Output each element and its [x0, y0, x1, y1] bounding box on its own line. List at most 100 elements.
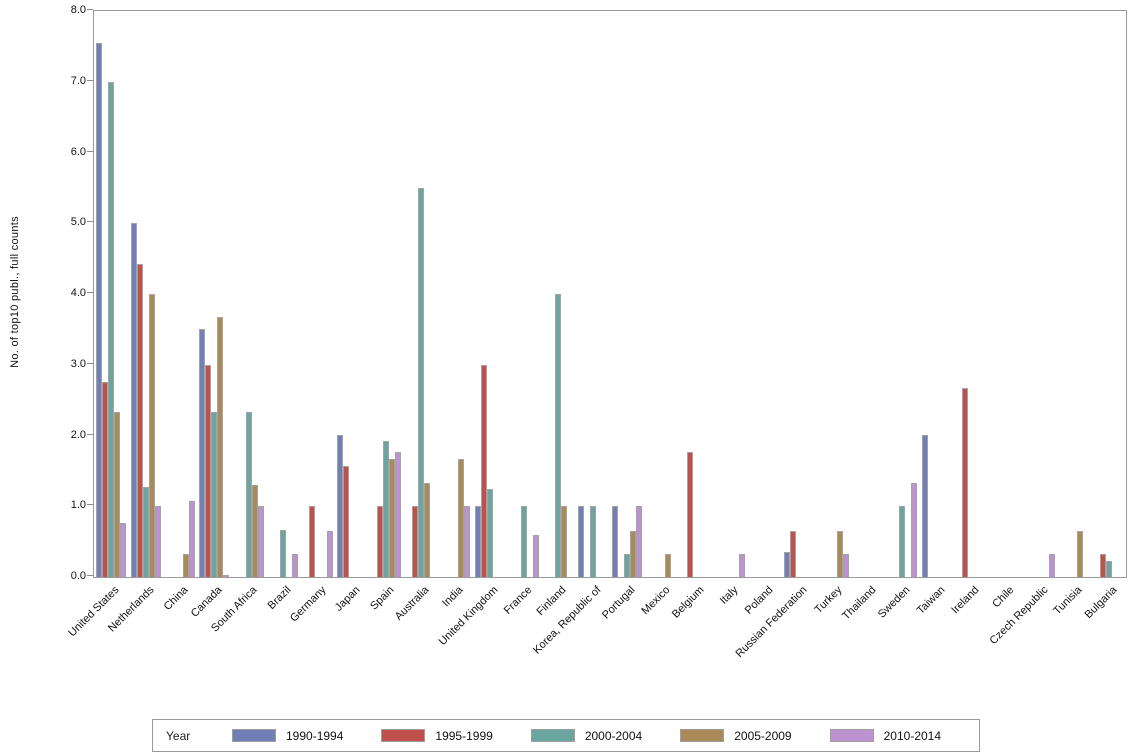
- bar: [395, 452, 402, 577]
- y-axis-tick-label: 7.0: [70, 74, 86, 87]
- bar: [183, 554, 189, 577]
- y-axis-tick-label: 3.0: [70, 357, 86, 370]
- y-axis-tick-label: 8.0: [70, 4, 86, 16]
- legend-label: 2005-2009: [734, 728, 792, 743]
- x-axis-category-label: Australia: [392, 584, 432, 623]
- bar: [417, 188, 424, 577]
- legend-label: 2000-2004: [584, 728, 643, 743]
- bar: [389, 459, 396, 577]
- bar: [257, 506, 264, 577]
- bar: [921, 435, 928, 577]
- bar: [561, 506, 568, 577]
- x-axis-category-label: Portugal: [600, 584, 638, 622]
- bar: [130, 223, 137, 577]
- bar: [280, 530, 287, 577]
- y-axis-tick-label: 6.0: [70, 145, 86, 158]
- bar: [423, 483, 430, 577]
- legend-swatch-1990-1994: [232, 729, 276, 742]
- bar: [337, 435, 343, 577]
- plot-area: [93, 10, 1127, 578]
- legend-label: 1995-1999: [435, 728, 493, 743]
- legend-entry: 2005-2009: [680, 729, 829, 743]
- bar: [96, 43, 103, 577]
- legend: Year 1990-1994 1995-1999 2000-2004 2005-200…: [152, 719, 980, 752]
- bar: [739, 554, 746, 577]
- y-axis-tick-mark: [87, 150, 93, 152]
- x-axis-category-label: Sweden: [876, 584, 913, 621]
- bar: [624, 554, 631, 577]
- bar: [784, 552, 791, 577]
- x-axis-category-label: Korea, Republic of: [530, 584, 604, 657]
- legend-swatch-2005-2009: [680, 729, 725, 742]
- bar: [664, 554, 671, 577]
- bar: [343, 466, 349, 577]
- bar: [589, 506, 596, 577]
- bar: [962, 388, 969, 577]
- bar: [464, 506, 471, 577]
- bar: [211, 412, 218, 577]
- x-axis-category-label: Mexico: [638, 584, 673, 618]
- legend-entry: 1990-1994: [232, 729, 381, 743]
- bar: [842, 554, 849, 577]
- x-axis-category-label: Turkey: [812, 584, 845, 616]
- bar: [120, 523, 127, 577]
- bar: [1099, 554, 1106, 577]
- bar: [223, 575, 230, 577]
- x-axis-category-label: Japan: [332, 584, 363, 614]
- bar: [136, 264, 143, 577]
- legend-entry: 1995-1999: [381, 729, 530, 743]
- y-axis-tick-label: 5.0: [70, 216, 86, 229]
- bar: [189, 501, 195, 577]
- legend-entry: 2000-2004: [530, 728, 680, 743]
- bar: [251, 485, 258, 577]
- bar: [108, 82, 115, 577]
- bar: [217, 317, 224, 577]
- legend-title: Year: [166, 728, 191, 743]
- x-axis-category-label: Brazil: [265, 584, 294, 612]
- x-axis-category-label: Ireland: [949, 584, 982, 617]
- bar: [148, 294, 155, 577]
- y-axis-tick-mark: [87, 9, 93, 10]
- bar: [474, 506, 481, 577]
- bar: [612, 506, 619, 577]
- bar: [326, 531, 333, 577]
- bar: [533, 535, 539, 577]
- bar: [521, 506, 527, 577]
- bar: [205, 365, 212, 577]
- bar: [836, 531, 843, 577]
- bar: [555, 294, 562, 577]
- bar: [790, 531, 797, 577]
- bar: [102, 382, 109, 577]
- y-axis-tick-label: 0.0: [70, 570, 86, 582]
- x-axis-category-label: Tunisia: [1051, 584, 1085, 618]
- bar: [377, 506, 384, 577]
- x-axis-category-label: China: [161, 584, 191, 613]
- x-axis-category-label: Spain: [368, 584, 397, 613]
- y-axis-tick-mark: [87, 221, 93, 223]
- bar: [292, 554, 299, 577]
- x-axis-category-label: Belgium: [669, 584, 707, 621]
- bar: [1105, 561, 1112, 577]
- legend-label: 2010-2014: [883, 728, 942, 743]
- bar: [199, 329, 206, 577]
- bar: [899, 506, 906, 577]
- bar: [245, 412, 252, 577]
- x-axis-category-label: Italy: [718, 584, 741, 607]
- x-axis-category-label: Poland: [742, 584, 776, 617]
- bar: [687, 452, 693, 577]
- bar: [114, 412, 121, 577]
- x-axis-category-label: Chile: [989, 584, 1017, 611]
- bar: [411, 506, 418, 577]
- legend-swatch-2000-2004: [530, 729, 575, 742]
- bar: [154, 506, 161, 577]
- bar: [1077, 531, 1084, 577]
- x-axis-category-label: Taiwan: [914, 584, 948, 617]
- legend-swatch-2010-2014: [829, 729, 874, 742]
- y-axis-tick-label: 1.0: [70, 499, 86, 512]
- y-axis-tick-mark: [87, 433, 93, 435]
- legend-label: 1990-1994: [286, 728, 344, 743]
- legend-swatch-1995-1999: [381, 729, 426, 742]
- x-axis-category-label: Germany: [287, 584, 329, 625]
- y-axis-tick-label: 2.0: [70, 428, 86, 441]
